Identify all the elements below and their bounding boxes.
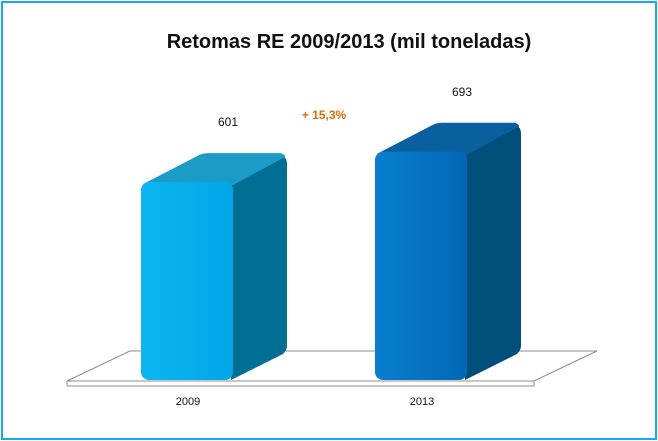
tick-label-2009: 2009 xyxy=(176,396,200,408)
chart-title: Retomas RE 2009/2013 (mil toneladas) xyxy=(167,31,532,53)
bar-side-2013 xyxy=(465,125,521,380)
tick-label-2013: 2013 xyxy=(410,396,434,408)
bar-front-2013 xyxy=(375,151,467,380)
bar-front-2009 xyxy=(141,182,233,380)
bar-top-2013 xyxy=(377,122,520,156)
bar-top-2009 xyxy=(143,153,286,187)
bar-2013 xyxy=(375,122,521,380)
growth-annotation: + 15,3% xyxy=(302,108,347,122)
bars-group: 601 2009 693 2013 xyxy=(141,85,521,408)
value-label-2013: 693 xyxy=(452,85,472,99)
bar-side-2009 xyxy=(231,156,287,380)
bar-2009 xyxy=(141,153,287,380)
value-label-2009: 601 xyxy=(218,115,238,129)
